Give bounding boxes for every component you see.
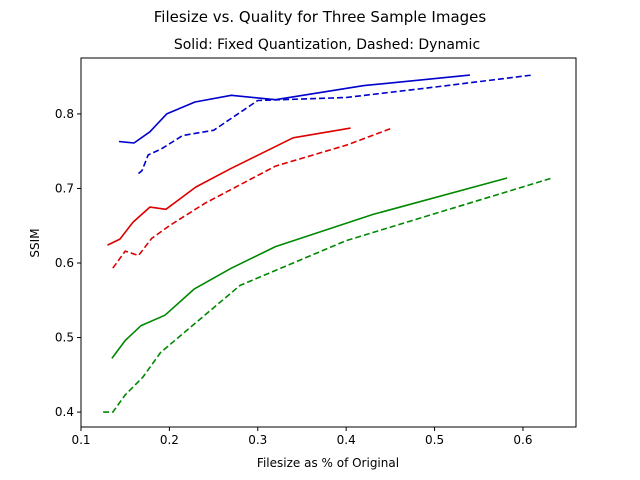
y-tick-label: 0.7 [55,181,74,195]
y-tick-label: 0.4 [55,405,74,419]
y-tick-label: 0.6 [55,256,74,270]
y-tick-label: 0.5 [55,331,74,345]
x-tick-label: 0.1 [71,433,90,447]
y-axis: 0.4 0.5 0.6 0.7 0.8 [55,107,81,419]
series-line-2 [137,74,532,175]
series-line-6 [103,177,553,413]
chart-subtitle: Solid: Fixed Quantization, Dashed: Dynam… [174,37,480,53]
x-tick-label: 0.6 [513,433,532,447]
x-tick-label: 0.3 [248,433,267,447]
x-tick-label: 0.4 [337,433,356,447]
x-axis-label: Filesize as % of Original [257,456,399,470]
plot-frame [80,57,577,428]
x-tick-label: 0.5 [425,433,444,447]
series-line-4 [112,127,393,269]
y-axis-label: SSIM [28,228,42,257]
series-line-3 [107,127,351,246]
x-axis: 0.1 0.2 0.3 0.4 0.5 0.6 [71,427,533,447]
series-line-5 [111,177,508,359]
chart-title: Filesize vs. Quality for Three Sample Im… [154,8,487,26]
series-line-1 [118,74,470,144]
y-tick-label: 0.8 [55,107,74,121]
x-tick-label: 0.2 [160,433,179,447]
series-layer [103,74,553,413]
